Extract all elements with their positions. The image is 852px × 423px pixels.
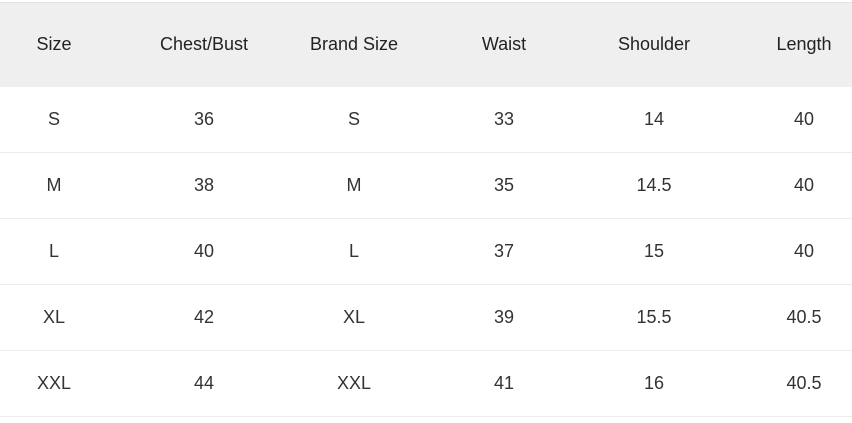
table-cell: 40 [193, 241, 215, 261]
table-cell: M [46, 175, 62, 195]
table-cell: 40.5 [786, 373, 822, 393]
table-cell: 35 [493, 175, 515, 195]
table-cell: XL [342, 307, 366, 327]
table-cell: 33 [493, 108, 515, 129]
table-cell: 15 [643, 241, 665, 261]
column-header-brand-size: Brand Size [309, 34, 399, 55]
table-cell: 14 [643, 108, 665, 129]
column-header-size: Size [36, 34, 72, 55]
table-row: S 36 S 33 14 40 [0, 87, 852, 153]
column-header-shoulder: Shoulder [617, 34, 691, 55]
table-cell: 15.5 [636, 307, 672, 327]
table-cell: S [47, 108, 60, 129]
table-cell: 38 [193, 175, 215, 195]
table-cell: XXL [36, 373, 72, 393]
table-row: XL 42 XL 39 15.5 40.5 [0, 285, 852, 351]
column-header-chest-bust: Chest/Bust [159, 34, 249, 55]
table-cell: S [347, 108, 360, 129]
table-cell: 44 [193, 373, 215, 393]
table-cell: 37 [493, 241, 515, 261]
table-row: L 40 L 37 15 40 [0, 219, 852, 285]
table-cell: XL [42, 307, 66, 327]
table-cell: 40 [793, 175, 815, 195]
table-cell: L [348, 241, 359, 261]
table-cell: 40 [793, 108, 815, 129]
table-cell: M [346, 175, 362, 195]
table-cell: 39 [493, 307, 515, 327]
table-cell: 36 [193, 108, 215, 129]
table-cell: 42 [193, 307, 215, 327]
table-cell: 40.5 [786, 307, 822, 327]
table-cell: L [48, 241, 59, 261]
table-cell: 41 [493, 373, 515, 393]
table-row: M 38 M 35 14.5 40 [0, 153, 852, 219]
column-header-length: Length [776, 34, 832, 55]
table-cell: 14.5 [636, 175, 672, 195]
table-cell: 40 [793, 241, 815, 261]
column-header-waist: Waist [481, 34, 527, 55]
table-cell: XXL [336, 373, 372, 393]
table-row: XXL 44 XXL 41 16 40.5 [0, 351, 852, 417]
table-cell: 16 [643, 373, 665, 393]
table-header-row: Size Chest/Bust Brand Size Waist Shoulder Len… [0, 2, 852, 87]
